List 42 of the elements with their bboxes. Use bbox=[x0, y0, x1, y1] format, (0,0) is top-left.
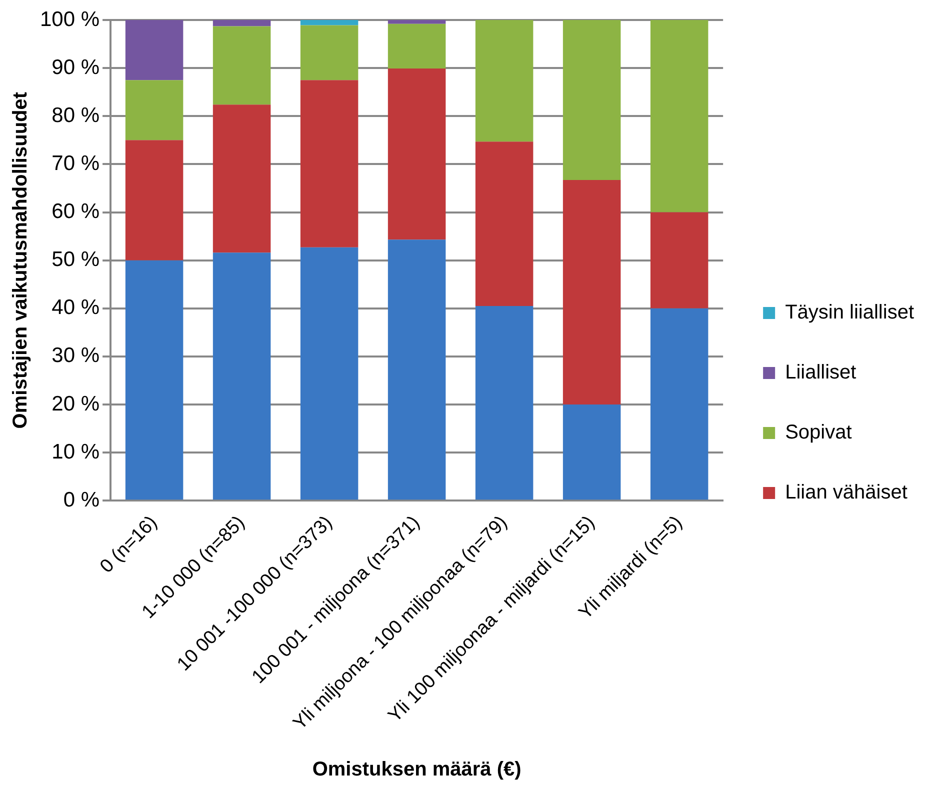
legend-label: Täysin liialliset bbox=[785, 302, 914, 324]
bar bbox=[300, 80, 358, 248]
y-tick-label: 100 % bbox=[40, 8, 100, 31]
bar bbox=[212, 26, 271, 105]
bar bbox=[650, 212, 708, 308]
y-tick-label: 20 % bbox=[52, 392, 100, 416]
bar bbox=[125, 260, 184, 500]
y-tick-label: 50 % bbox=[52, 248, 100, 272]
bar bbox=[388, 68, 446, 240]
bar bbox=[562, 180, 621, 405]
bar bbox=[212, 252, 271, 500]
bar bbox=[212, 20, 271, 26]
bar bbox=[562, 20, 621, 180]
y-tick-label: 30 % bbox=[52, 344, 100, 368]
y-tick-label: 90 % bbox=[52, 56, 100, 79]
y-tick-label: 80 % bbox=[52, 104, 100, 127]
bar bbox=[388, 24, 446, 69]
bar bbox=[212, 104, 271, 253]
y-axis-title: Omistajien vaikutusmahdollisuudet bbox=[10, 92, 32, 429]
bar bbox=[300, 25, 358, 80]
bar bbox=[388, 240, 446, 500]
bar bbox=[475, 20, 534, 142]
y-tick-label: 70 % bbox=[52, 152, 100, 175]
bar bbox=[475, 306, 534, 500]
y-tick-label: 10 % bbox=[52, 440, 100, 464]
bar bbox=[475, 142, 534, 306]
bar bbox=[562, 404, 621, 500]
y-tick-label: 60 % bbox=[52, 200, 100, 224]
bar bbox=[388, 20, 446, 24]
legend-label: Liialliset bbox=[785, 362, 857, 384]
bar bbox=[650, 308, 708, 500]
bar bbox=[125, 140, 184, 260]
legend-label: Liian vähäiset bbox=[785, 482, 908, 504]
y-tick-label: 40 % bbox=[52, 296, 100, 320]
y-tick-label: 0 % bbox=[63, 488, 100, 512]
legend-label: Sopivat bbox=[785, 422, 852, 444]
bar bbox=[125, 20, 184, 80]
bar bbox=[300, 247, 358, 500]
x-axis-title: Omistuksen määrä (€) bbox=[312, 758, 522, 781]
bar bbox=[125, 80, 184, 140]
bar bbox=[650, 20, 708, 212]
bar bbox=[300, 20, 358, 26]
